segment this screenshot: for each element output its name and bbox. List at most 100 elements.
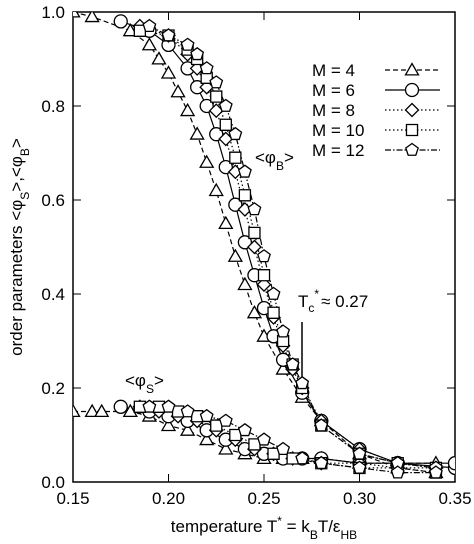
marker [404,82,420,98]
data-layer [73,12,455,479]
marker [248,438,261,451]
marker [122,22,138,37]
marker [190,46,205,61]
marker [228,197,243,212]
legend-label: M = 12 [312,141,364,160]
marker [73,12,81,18]
marker [285,357,300,371]
marker [257,432,271,446]
marker [237,164,252,178]
marker [238,189,252,202]
marker [218,98,233,112]
marker [229,151,242,164]
marker [199,154,215,168]
marker [180,37,195,51]
marker [113,14,128,29]
marker [208,182,224,197]
marker [248,226,261,240]
marker [94,403,110,418]
marker [405,123,419,137]
x-tick-label: 0.30 [343,489,376,508]
marker [219,118,232,131]
annotation: Tc* ≈ 0.27 [298,287,368,315]
marker [141,37,158,51]
y-tick-label: 0.8 [41,97,65,116]
y-tick-label: 0.0 [41,473,65,492]
marker [199,408,214,423]
marker [133,24,147,37]
marker [237,422,252,437]
marker [199,61,214,75]
x-tick-label: 0.15 [56,489,89,508]
x-tick-label: 0.35 [438,489,471,508]
plot-frame [72,11,456,483]
y-tick-label: 1.0 [41,3,65,22]
marker [267,447,280,460]
series-line [73,12,436,474]
marker [229,428,242,442]
marker [295,451,310,465]
marker [84,12,100,23]
y-tick-label: 0.6 [41,191,65,210]
marker [218,413,233,427]
marker [390,465,405,479]
marker [246,304,263,319]
marker [276,324,291,338]
marker [189,126,205,140]
marker [199,431,215,446]
marker [218,215,234,230]
marker [179,102,196,117]
marker [122,403,138,418]
marker [404,62,420,76]
marker [295,375,310,390]
marker [404,102,420,118]
marker [160,65,177,79]
marker [160,417,177,432]
marker [352,446,367,460]
marker [151,51,167,65]
x-tick-label: 0.25 [247,489,280,508]
marker [247,239,262,255]
marker [161,28,176,42]
marker [352,460,367,474]
y-tick-label: 0.4 [41,285,65,304]
legend-label: M = 6 [312,81,355,100]
legend-label: M = 10 [312,121,364,140]
marker [142,399,157,413]
series-line [120,20,455,469]
marker [199,98,214,114]
marker [218,441,234,455]
marker [180,404,195,418]
marker [267,306,280,319]
marker [113,399,128,414]
marker [218,159,233,175]
legend-label: M = 4 [312,61,355,80]
marker [84,403,100,418]
marker [228,126,243,141]
marker [257,269,271,282]
marker [257,249,271,263]
marker [209,75,224,89]
marker [447,456,455,471]
marker [428,465,443,479]
marker [73,403,81,418]
y-tick-label: 0.2 [41,379,65,398]
marker [247,202,262,216]
marker [161,399,176,413]
marker [405,142,419,156]
annotation: <φB> [255,148,294,173]
marker [314,418,329,432]
marker [237,235,253,250]
marker [266,286,281,300]
series-line [139,25,436,469]
marker [314,455,329,470]
marker [209,127,224,142]
marker [170,84,186,98]
marker [142,18,157,33]
marker [227,248,243,262]
marker [210,419,223,432]
annotation: <φS> [125,371,164,396]
marker [276,441,291,456]
marker [179,422,196,436]
marker [210,90,223,103]
